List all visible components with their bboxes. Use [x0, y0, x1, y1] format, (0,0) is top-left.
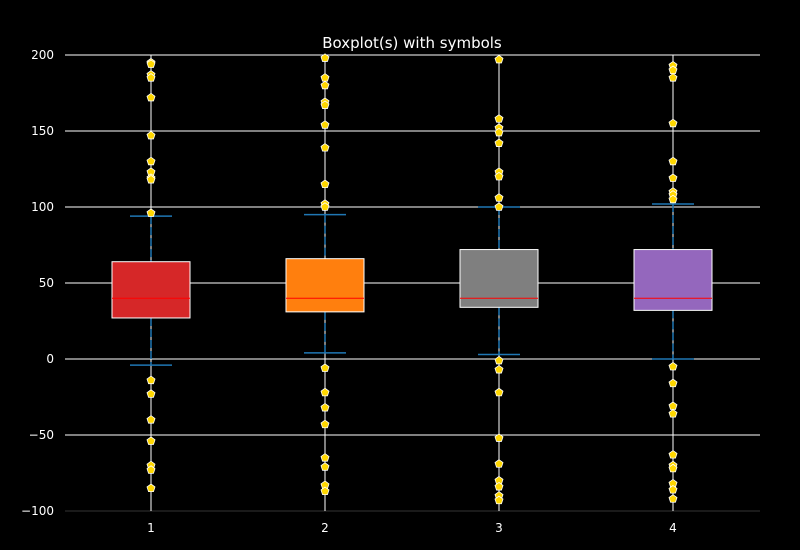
flier-point [146, 92, 156, 102]
flier-point [146, 415, 156, 424]
flier-point [320, 100, 330, 109]
box [633, 249, 713, 311]
flier-point [494, 355, 504, 365]
y-tick-label: 50 [39, 276, 54, 290]
flier-point [494, 495, 504, 505]
flier-point [494, 481, 504, 491]
flier-point [668, 118, 678, 128]
flier-point [320, 402, 330, 412]
flier-point [494, 114, 504, 123]
flier-point [668, 494, 678, 503]
y-tick-label: −50 [29, 428, 54, 442]
flier-point [494, 387, 504, 397]
flier-point [320, 179, 330, 189]
flier-point [320, 453, 330, 462]
y-tick-label: 200 [31, 48, 54, 62]
y-tick-label: 150 [31, 124, 54, 138]
flier-point [668, 378, 678, 388]
flier-point [320, 363, 330, 372]
flier-point [320, 486, 330, 496]
flier-point [146, 389, 156, 398]
x-axis-tick-labels: 1 2 3 4 [147, 521, 677, 535]
flier-point [668, 463, 678, 473]
box-series [111, 53, 713, 511]
y-tick-label: 0 [46, 352, 54, 366]
flier-point [668, 361, 678, 371]
x-tick-label: 2 [321, 521, 329, 535]
flier-point [320, 120, 330, 129]
flier-point [146, 436, 156, 445]
box [111, 261, 191, 319]
y-axis-tick-labels: −100 −50 0 50 100 150 200 [21, 48, 54, 518]
x-tick-label: 3 [495, 521, 503, 535]
y-tick-label: 100 [31, 200, 54, 214]
flier-point [668, 485, 678, 494]
flier-point [146, 156, 156, 166]
flier-point [494, 364, 504, 374]
flier-point [494, 138, 504, 147]
y-tick-label: −100 [21, 504, 54, 518]
flier-point [146, 208, 156, 217]
flier-point [320, 53, 330, 62]
flier-point [494, 171, 504, 181]
flier-point [320, 143, 330, 152]
flier-point [668, 173, 678, 182]
box-group-3 [459, 54, 539, 511]
flier-point [494, 459, 504, 468]
box-group-1 [111, 55, 191, 511]
flier-point [668, 409, 678, 418]
box-group-2 [285, 53, 365, 511]
flier-point [668, 450, 678, 459]
flier-point [146, 174, 156, 184]
chart-title: Boxplot(s) with symbols [322, 34, 502, 52]
box [459, 249, 539, 308]
flier-point [146, 465, 156, 474]
flier-point [320, 80, 330, 90]
flier-point [320, 419, 330, 429]
flier-point [668, 194, 678, 204]
flier-point [146, 375, 156, 385]
x-tick-label: 4 [669, 521, 677, 535]
flier-point [146, 73, 156, 82]
x-tick-label: 1 [147, 521, 155, 535]
flier-point [320, 462, 330, 471]
flier-point [494, 127, 504, 137]
box-group-4 [633, 55, 713, 511]
flier-point [146, 59, 156, 68]
flier-point [494, 202, 504, 211]
flier-point [494, 54, 504, 64]
flier-point [668, 73, 678, 82]
flier-point [320, 387, 330, 397]
flier-point [494, 433, 504, 442]
flier-point [320, 202, 330, 211]
flier-point [146, 483, 156, 493]
box [285, 258, 365, 313]
flier-point [668, 156, 678, 166]
flier-point [494, 193, 504, 202]
flier-point [146, 130, 156, 140]
